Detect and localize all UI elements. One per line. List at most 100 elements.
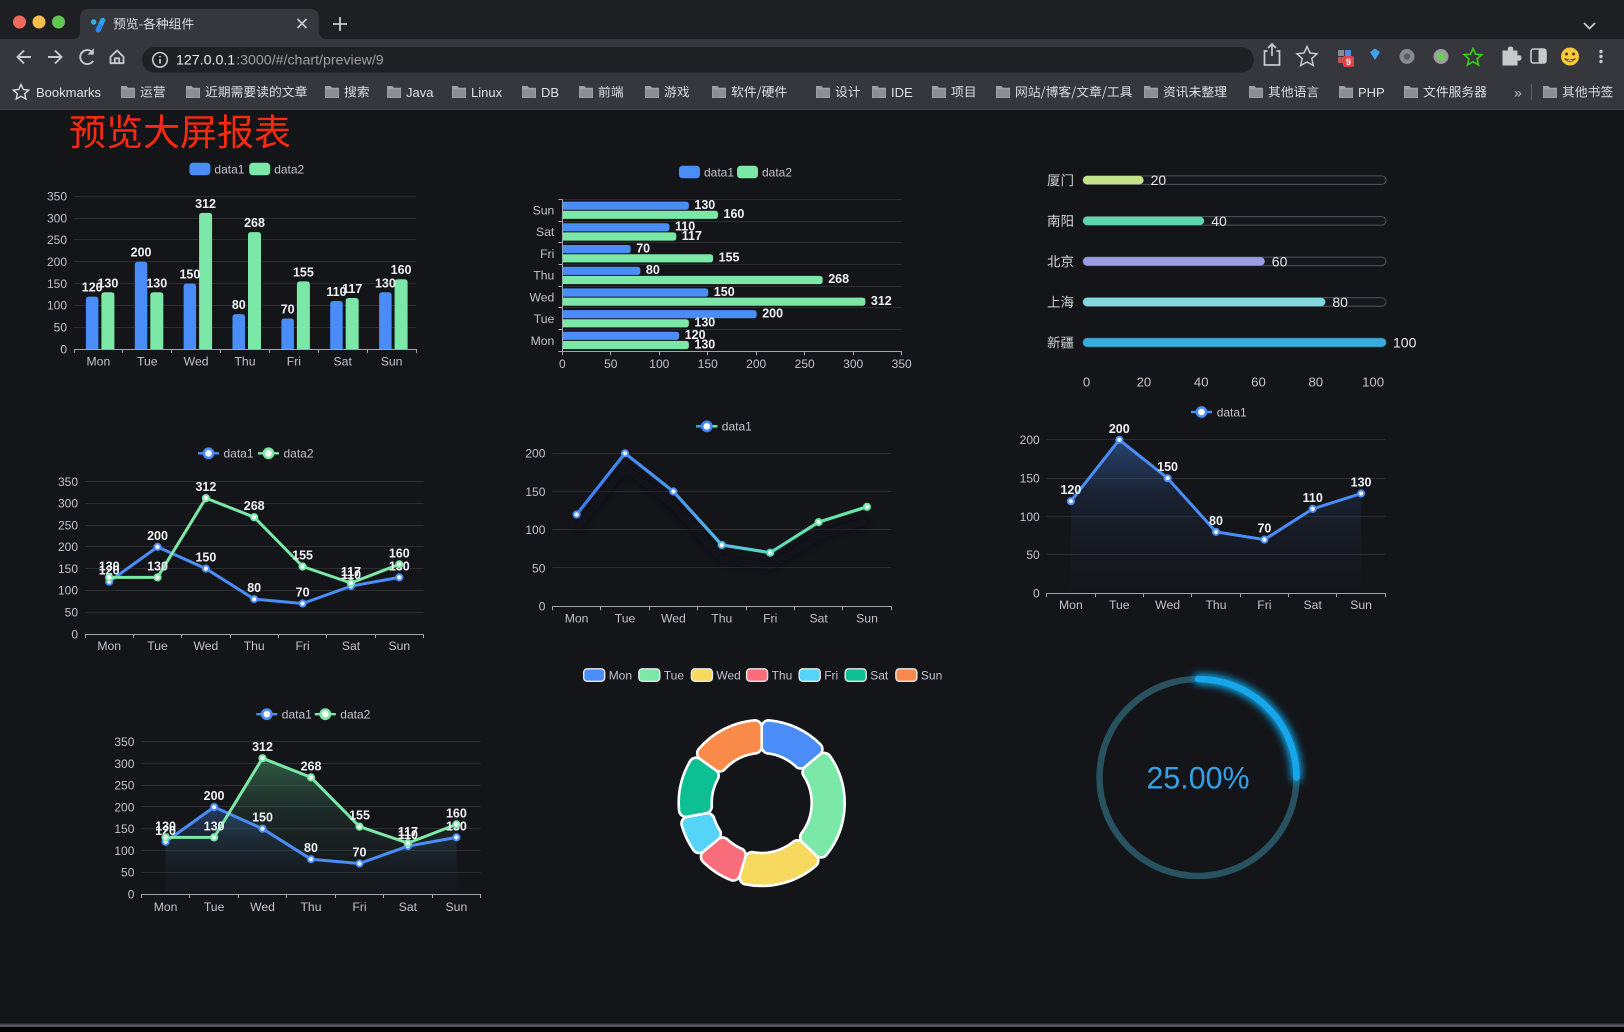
svg-text:268: 268 — [244, 499, 265, 513]
svg-text:150: 150 — [195, 551, 216, 565]
svg-text:120: 120 — [1060, 483, 1081, 497]
svg-text:Tue: Tue — [534, 312, 555, 326]
svg-text:0: 0 — [71, 627, 78, 641]
svg-text:20: 20 — [1137, 375, 1152, 390]
svg-text:Mon: Mon — [609, 668, 632, 682]
svg-text:50: 50 — [54, 321, 68, 335]
svg-text:80: 80 — [232, 298, 246, 312]
svg-text:0: 0 — [128, 887, 135, 901]
svg-text:Thu: Thu — [1205, 598, 1226, 612]
svg-text:150: 150 — [714, 285, 735, 299]
svg-text:80: 80 — [1332, 294, 1348, 310]
svg-text:150: 150 — [47, 277, 67, 291]
svg-text:160: 160 — [446, 806, 467, 820]
svg-text:20: 20 — [1151, 172, 1167, 188]
svg-text:Wed: Wed — [661, 612, 686, 626]
svg-text:Mon: Mon — [87, 355, 111, 369]
svg-text:150: 150 — [525, 485, 545, 499]
svg-text:80: 80 — [304, 841, 318, 855]
svg-text:120: 120 — [685, 328, 706, 342]
svg-text:25.00%: 25.00% — [1147, 760, 1250, 796]
svg-text:130: 130 — [694, 316, 715, 330]
svg-text:Sun: Sun — [921, 668, 942, 682]
svg-text:0: 0 — [60, 342, 67, 356]
svg-text:150: 150 — [114, 822, 134, 836]
svg-text:Tue: Tue — [147, 639, 168, 653]
svg-text:Fri: Fri — [824, 668, 838, 682]
svg-text:100: 100 — [114, 844, 134, 858]
svg-text:110: 110 — [341, 568, 361, 582]
svg-text:40: 40 — [1211, 213, 1227, 229]
svg-text:80: 80 — [1209, 514, 1223, 528]
svg-text:250: 250 — [114, 779, 134, 793]
svg-text:Sun: Sun — [533, 204, 555, 218]
svg-text:110: 110 — [675, 220, 695, 234]
svg-text:Sat: Sat — [342, 639, 361, 653]
svg-text:Thu: Thu — [772, 668, 793, 682]
svg-text:200: 200 — [746, 357, 766, 371]
svg-text:50: 50 — [1026, 548, 1040, 562]
svg-text:data1: data1 — [282, 708, 312, 722]
svg-text:130: 130 — [155, 819, 176, 833]
svg-text:50: 50 — [121, 866, 135, 880]
svg-text:PHP: PHP — [1358, 85, 1385, 100]
svg-text:155: 155 — [292, 549, 313, 563]
svg-text:9: 9 — [1346, 57, 1351, 67]
svg-text:300: 300 — [58, 497, 78, 511]
svg-text:150: 150 — [58, 562, 78, 576]
svg-text:Tue: Tue — [615, 612, 636, 626]
svg-text:200: 200 — [204, 789, 225, 803]
svg-text:Bookmarks: Bookmarks — [36, 85, 102, 100]
svg-text:Sun: Sun — [446, 900, 468, 914]
svg-text:Thu: Thu — [533, 269, 554, 283]
svg-text:Thu: Thu — [300, 900, 321, 914]
svg-text:Wed: Wed — [193, 639, 218, 653]
svg-text:312: 312 — [252, 740, 273, 754]
svg-text:50: 50 — [604, 357, 618, 371]
svg-text:Tue: Tue — [1109, 598, 1130, 612]
svg-text:200: 200 — [1020, 433, 1040, 447]
svg-text:Tue: Tue — [137, 355, 158, 369]
svg-text:data2: data2 — [284, 447, 314, 461]
svg-text:200: 200 — [525, 447, 545, 461]
svg-text:80: 80 — [1308, 375, 1323, 390]
svg-text:100: 100 — [47, 299, 67, 313]
svg-text:Sat: Sat — [1304, 598, 1323, 612]
svg-text:200: 200 — [1109, 422, 1130, 436]
svg-text:130: 130 — [146, 276, 167, 290]
svg-text:0: 0 — [1083, 375, 1090, 390]
svg-text:60: 60 — [1272, 253, 1288, 269]
svg-text:100: 100 — [58, 584, 78, 598]
svg-text:Sun: Sun — [381, 355, 403, 369]
svg-text:Tue: Tue — [204, 900, 225, 914]
svg-text:Fri: Fri — [287, 355, 301, 369]
svg-text:Thu: Thu — [234, 355, 255, 369]
svg-text:268: 268 — [244, 216, 265, 230]
svg-text:Tue: Tue — [664, 668, 685, 682]
svg-text:250: 250 — [58, 518, 78, 532]
svg-text:70: 70 — [281, 303, 295, 317]
svg-text:»: » — [1514, 85, 1522, 101]
svg-text:100: 100 — [649, 357, 669, 371]
svg-text:312: 312 — [195, 197, 216, 211]
svg-text:127.0.0.1: 127.0.0.1 — [176, 52, 235, 68]
svg-text:Java: Java — [406, 85, 434, 100]
svg-text:Wed: Wed — [529, 290, 554, 304]
svg-text:160: 160 — [389, 546, 410, 560]
svg-text:Sat: Sat — [334, 355, 353, 369]
svg-text:Wed: Wed — [1155, 598, 1180, 612]
svg-text:DB: DB — [541, 85, 559, 100]
svg-text:Sat: Sat — [399, 900, 418, 914]
svg-text:117: 117 — [398, 825, 418, 839]
svg-text:300: 300 — [843, 357, 863, 371]
svg-text:0: 0 — [559, 357, 566, 371]
svg-text:Mon: Mon — [531, 334, 555, 348]
svg-text:80: 80 — [646, 263, 660, 277]
svg-text:data2: data2 — [340, 708, 370, 722]
svg-text:300: 300 — [47, 211, 67, 225]
svg-text:Sat: Sat — [536, 225, 555, 239]
svg-text:100: 100 — [1393, 335, 1417, 351]
svg-text::3000/#/chart/preview/9: :3000/#/chart/preview/9 — [236, 52, 384, 68]
svg-text:200: 200 — [131, 246, 152, 260]
svg-text:110: 110 — [326, 285, 346, 299]
